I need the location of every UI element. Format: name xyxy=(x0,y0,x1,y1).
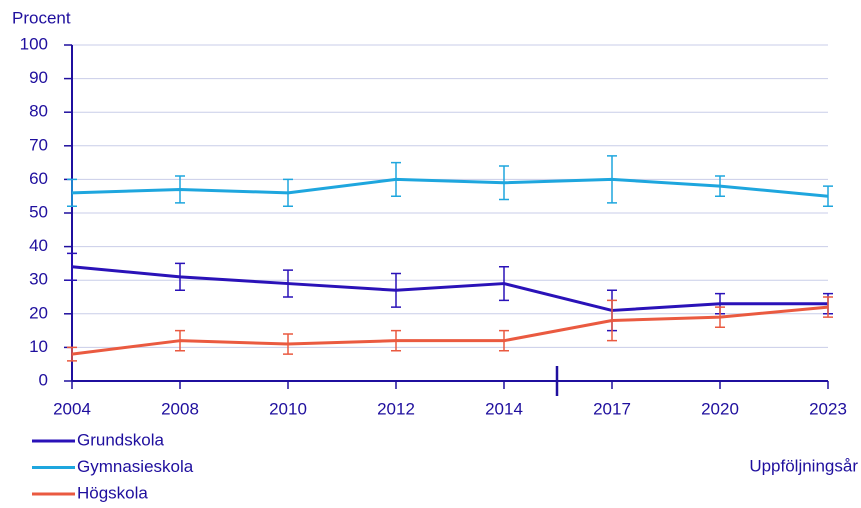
y-axis-label: Procent xyxy=(12,8,71,27)
x-tick-label: 2012 xyxy=(377,399,415,418)
legend-label: Högskola xyxy=(77,483,148,502)
y-tick-label: 40 xyxy=(29,236,48,255)
series-line xyxy=(71,265,828,312)
y-tick-label: 90 xyxy=(29,68,48,87)
x-tick-label: 2017 xyxy=(593,399,631,418)
x-tick-label: 2004 xyxy=(53,399,91,418)
y-tick-label: 0 xyxy=(39,370,48,389)
y-tick-label: 30 xyxy=(29,270,48,289)
y-tick-label: 50 xyxy=(29,202,48,221)
legend-label: Gymnasieskola xyxy=(77,457,194,476)
y-tick-label: 70 xyxy=(29,135,48,154)
y-tick-label: 20 xyxy=(29,303,48,322)
y-tick-label: 80 xyxy=(29,102,48,121)
series-line xyxy=(71,305,829,356)
x-tick-label: 2014 xyxy=(485,399,523,418)
y-tick-label: 10 xyxy=(29,337,48,356)
y-tick-label: 60 xyxy=(29,169,48,188)
x-tick-label: 2023 xyxy=(809,399,847,418)
x-tick-label: 2020 xyxy=(701,399,739,418)
y-tick-label: 100 xyxy=(20,34,48,53)
x-tick-label: 2008 xyxy=(161,399,199,418)
x-tick-label: 2010 xyxy=(269,399,307,418)
x-axis-label: Uppföljningsår xyxy=(749,456,858,475)
legend-label: Grundskola xyxy=(77,430,164,449)
series-line xyxy=(71,177,829,198)
